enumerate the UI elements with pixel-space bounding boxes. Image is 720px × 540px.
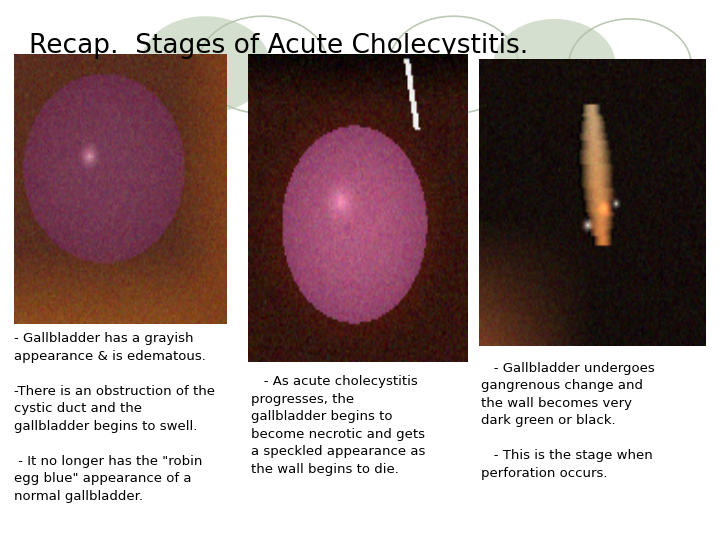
Text: - As acute cholecystitis
progresses, the
gallbladder begins to
become necrotic a: - As acute cholecystitis progresses, the…: [251, 375, 425, 476]
Text: - Gallbladder undergoes
gangrenous change and
the wall becomes very
dark green o: - Gallbladder undergoes gangrenous chang…: [481, 362, 654, 480]
Circle shape: [493, 19, 616, 111]
Circle shape: [140, 16, 270, 113]
Text: - Gallbladder has a grayish
appearance & is edematous.

-There is an obstruction: - Gallbladder has a grayish appearance &…: [14, 332, 215, 503]
Text: Recap.  Stages of Acute Cholecystitis.: Recap. Stages of Acute Cholecystitis.: [29, 33, 528, 59]
